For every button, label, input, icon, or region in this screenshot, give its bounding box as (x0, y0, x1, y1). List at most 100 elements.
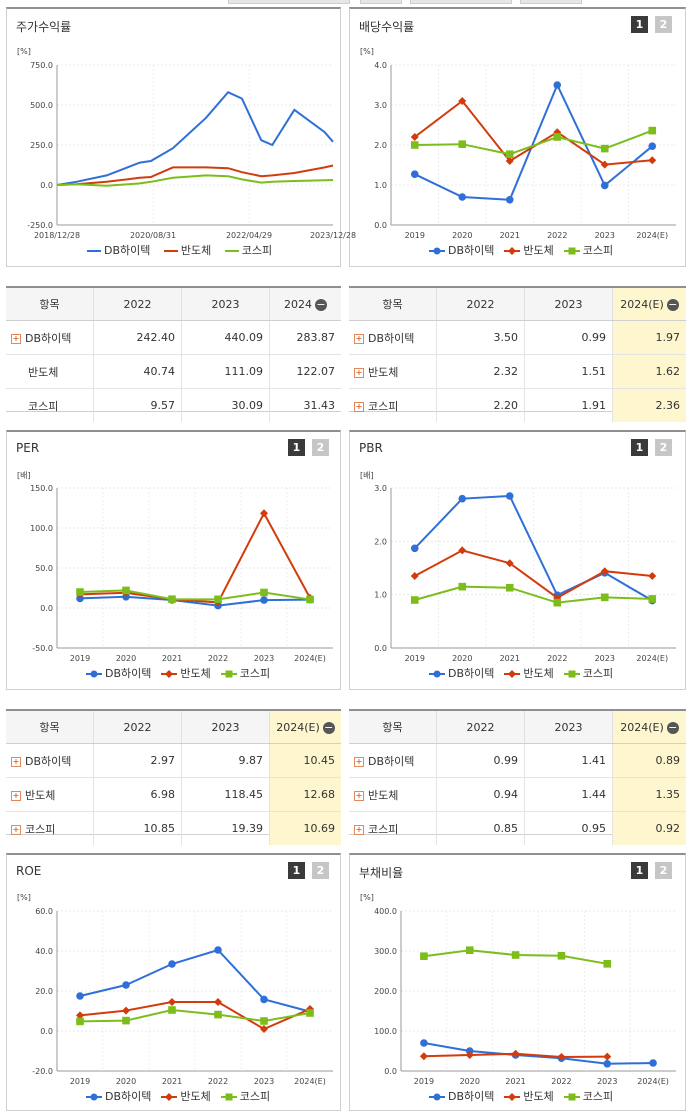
data-point (122, 1016, 130, 1025)
table-cell: 0.99 (524, 320, 613, 355)
data-point (648, 156, 657, 165)
data-point (168, 960, 176, 968)
unit-label: [%] (17, 893, 31, 902)
chart-legend: DB하이텍 반도체 코스피 (81, 665, 275, 681)
per-panel: PER 1 2 (6, 430, 341, 690)
data-point (600, 160, 609, 169)
page-2-button[interactable]: 2 (312, 862, 329, 879)
y-tick-label: 2.0 (374, 141, 387, 150)
table-cell: 0.95 (524, 811, 613, 845)
x-tick-label: 2019 (405, 231, 425, 240)
table-cell: 2.97 (93, 743, 182, 778)
table-cell: 111.09 (181, 354, 270, 389)
dividend-yield-table: 항목 2022 2023 2024(E) − + DB하이텍 3.50 0.99 1.97 + 반도체… (349, 286, 686, 422)
page-2-button[interactable]: 2 (655, 16, 672, 33)
table-cell: 10.69 (269, 811, 341, 845)
page-1-button[interactable]: 1 (631, 16, 648, 33)
expand-icon[interactable]: + (11, 756, 21, 767)
table-cell: 30.09 (181, 388, 270, 422)
page-2-button[interactable]: 2 (312, 439, 329, 456)
data-point (410, 141, 419, 149)
data-point (260, 1025, 268, 1033)
collapse-icon[interactable]: − (666, 720, 679, 734)
expand-icon[interactable]: + (354, 333, 364, 344)
x-tick-label: 2024(E) (636, 231, 668, 240)
panel-title: PBR (359, 441, 383, 455)
y-tick-label: -250.0 (27, 221, 53, 230)
expand-icon[interactable]: + (11, 824, 21, 835)
table-cell: 1.35 (612, 777, 686, 812)
page-1-button[interactable]: 1 (288, 439, 305, 456)
page-2-button[interactable]: 2 (655, 439, 672, 456)
x-tick-label: 2020 (116, 1077, 136, 1086)
legend-marker-icon (563, 247, 580, 255)
expand-icon[interactable]: + (11, 790, 21, 801)
collapse-icon[interactable]: − (315, 297, 327, 311)
legend-item: 반도체 (504, 1088, 554, 1104)
x-tick-label: 2020 (452, 654, 472, 663)
expand-icon[interactable]: + (354, 824, 364, 835)
column-header: 2023 (181, 711, 270, 744)
row-name: + DB하이텍 (349, 743, 437, 778)
expand-icon[interactable]: + (354, 367, 364, 378)
x-tick-label: 2019 (70, 654, 90, 663)
column-header: 2023 (181, 288, 270, 321)
page-1-button[interactable]: 1 (631, 862, 648, 879)
data-point (76, 992, 84, 1000)
data-point (600, 567, 609, 576)
data-point (600, 593, 609, 602)
row-name: + 반도체 (349, 777, 437, 812)
y-tick-label: 100.0 (374, 1027, 397, 1036)
collapse-icon[interactable]: − (322, 720, 335, 734)
table-cell: 1.62 (612, 354, 686, 389)
table-cell: 1.41 (524, 743, 613, 778)
roe-panel: ROE 1 2 (6, 853, 341, 1111)
column-header: 2023 (524, 711, 613, 744)
table-cell: 0.99 (436, 743, 525, 778)
chart-legend: DB하이텍 반도체 코스피 (82, 242, 277, 258)
table-row: 반도체 40.74 111.09 122.07 (6, 354, 341, 389)
expand-icon[interactable]: + (354, 790, 364, 801)
stock-return-panel: 주가수익률 (6, 7, 341, 267)
page-1-button[interactable]: 1 (288, 862, 305, 879)
page-1-button[interactable]: 1 (631, 439, 648, 456)
row-name: + 코스피 (11, 822, 56, 836)
data-point (214, 1010, 222, 1019)
expand-icon[interactable]: + (354, 756, 364, 767)
per-table: 항목 2022 2023 2024(E) − + DB하이텍 2.97 9.87 10.45 + 반도… (6, 709, 341, 845)
unit-label: [%] (360, 893, 374, 902)
data-point (603, 1060, 612, 1068)
y-tick-label: 500.0 (30, 101, 53, 110)
y-tick-label: 400.0 (374, 907, 397, 916)
x-tick-label: 2022 (551, 1077, 571, 1086)
table-cell: 10.45 (269, 743, 341, 778)
row-name: + 코스피 (354, 399, 399, 413)
y-tick-label: 100.0 (30, 524, 53, 533)
data-point (458, 546, 467, 555)
data-point (214, 595, 222, 604)
table-cell: 1.51 (524, 354, 613, 389)
table-cell: 1.97 (612, 320, 686, 355)
page-2-button[interactable]: 2 (655, 862, 672, 879)
data-point (306, 595, 314, 604)
data-point (648, 142, 657, 150)
y-tick-label: 1.0 (374, 181, 387, 190)
expand-icon[interactable]: + (354, 401, 364, 412)
panel-title: 부채비율 (359, 866, 404, 880)
data-point (306, 1009, 314, 1017)
y-tick-label: 150.0 (30, 484, 53, 493)
table-cell: 0.85 (436, 811, 525, 845)
y-tick-label: 50.0 (35, 564, 53, 573)
legend-item: 코스피 (563, 242, 613, 258)
column-header: 2024(E) − (612, 288, 686, 321)
legend-marker-icon (220, 1093, 237, 1101)
expand-icon[interactable]: + (11, 333, 21, 344)
data-point (557, 1053, 566, 1061)
top-strip (0, 0, 691, 4)
collapse-icon[interactable]: − (666, 297, 679, 311)
table-cell: 122.07 (269, 354, 341, 389)
data-point (419, 1052, 428, 1061)
table-cell: 19.39 (181, 811, 270, 845)
data-point (168, 998, 176, 1006)
table-cell: 9.57 (93, 388, 182, 422)
